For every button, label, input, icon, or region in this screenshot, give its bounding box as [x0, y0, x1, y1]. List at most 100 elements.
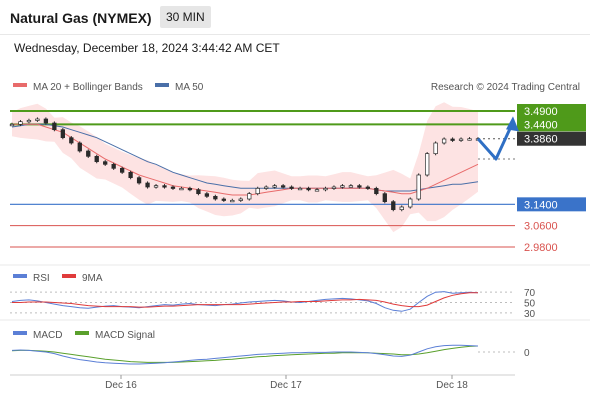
- rsi-line: [11, 291, 479, 312]
- candle-body: [153, 185, 159, 188]
- rsi-ma-line: [12, 292, 478, 308]
- candle-body: [170, 186, 176, 189]
- chart-datetime: Wednesday, December 18, 2024 3:44:42 AM …: [14, 41, 280, 55]
- level-tag-resistance: [517, 104, 586, 118]
- candle-body: [306, 187, 311, 191]
- candle-body: [60, 129, 65, 139]
- candle-body: [145, 182, 150, 188]
- candle-body: [374, 187, 379, 195]
- candle-body: [204, 193, 210, 197]
- candle-body: [247, 193, 252, 200]
- candle-body: [297, 187, 303, 191]
- candle-body: [187, 187, 193, 191]
- candle-body: [52, 122, 57, 131]
- candle-body: [408, 198, 413, 208]
- candle-body: [450, 138, 455, 141]
- candle-body: [323, 187, 328, 191]
- macd-legend-swatch: [13, 331, 27, 335]
- candle-body: [43, 118, 49, 124]
- candle-body: [238, 198, 243, 201]
- rsi-legend-swatch: [13, 274, 27, 278]
- x-axis: Dec 16 Dec 17 Dec 18: [105, 375, 468, 391]
- level-tag-resistance: [517, 117, 586, 132]
- candle-body: [77, 142, 82, 152]
- candle-body: [94, 155, 99, 163]
- candle-body: [213, 195, 218, 200]
- candle-body: [399, 206, 404, 211]
- projection-arrow-head: [506, 116, 519, 132]
- candle-body: [391, 201, 396, 211]
- candle-body: [69, 137, 74, 144]
- candle-body: [162, 185, 167, 188]
- level-tag-last: [517, 131, 586, 146]
- candle-body: [467, 138, 472, 141]
- ma20-legend-swatch: [13, 83, 27, 87]
- candle-body: [119, 167, 125, 173]
- x-tick-label: Dec 18: [436, 380, 468, 391]
- ma50-legend-label: MA 50: [175, 82, 204, 93]
- candle-body: [221, 198, 226, 201]
- candle-body: [280, 185, 286, 188]
- rsi-tick-label: 50: [524, 299, 536, 310]
- candle-body: [331, 186, 337, 189]
- candle-body: [255, 187, 260, 195]
- macd-signal-legend-label: MACD Signal: [95, 330, 155, 341]
- x-tick-label: Dec 16: [105, 380, 137, 391]
- level-label-resistance: 3.4400: [524, 119, 558, 131]
- rsi-tick-label: 70: [524, 288, 536, 299]
- level-label-resistance: 3.4900: [524, 106, 558, 118]
- candle-body: [35, 118, 40, 121]
- credit-label: Research © 2024 Trading Central: [431, 82, 580, 93]
- candle-body: [365, 186, 371, 189]
- ma50-legend-swatch: [155, 83, 169, 87]
- candle-body: [425, 153, 430, 176]
- candle-body: [9, 123, 15, 127]
- candle-body: [289, 186, 294, 189]
- candle-body: [458, 138, 464, 141]
- macd-legend-label: MACD: [33, 330, 62, 341]
- timeframe-button[interactable]: 30 MIN: [160, 6, 211, 28]
- candle-body: [136, 177, 142, 184]
- header-divider: [0, 34, 590, 35]
- candle-body: [230, 199, 235, 203]
- candle-body: [179, 187, 184, 191]
- candle-body: [340, 185, 345, 188]
- candle-body: [433, 142, 438, 155]
- rsi-ma-legend-swatch: [62, 274, 76, 278]
- instrument-title: Natural Gas (NYMEX): [10, 10, 152, 26]
- level-label-target: 3.0600: [524, 221, 558, 233]
- rsi-tick-label: 30: [524, 309, 536, 320]
- ma50-line: [11, 123, 479, 192]
- macd-panel: 0: [11, 344, 530, 365]
- candle-body: [272, 185, 277, 188]
- chart-header: Natural Gas (NYMEX) 30 MIN: [0, 0, 590, 36]
- macd-signal-line: [11, 345, 479, 363]
- macd-tick-label: 0: [524, 348, 530, 359]
- projection-arrow-line: [476, 123, 514, 161]
- candle-body: [111, 163, 116, 169]
- candle-body: [18, 121, 23, 125]
- candle-body: [382, 193, 387, 203]
- candle-body: [416, 174, 421, 200]
- level-label-support: 3.1400: [524, 199, 558, 211]
- bollinger-band-area: [12, 102, 478, 233]
- level-tag-support: [517, 197, 586, 212]
- candle-body: [196, 189, 201, 195]
- candle-body: [441, 138, 447, 144]
- rsi-legend-label: RSI: [33, 273, 50, 284]
- candle-body: [357, 185, 362, 188]
- candle-body: [103, 161, 108, 165]
- macd-line: [11, 344, 479, 365]
- x-tick-label: Dec 17: [270, 380, 302, 391]
- rsi-ma-legend-label: 9MA: [82, 273, 103, 284]
- candle-body: [264, 186, 269, 189]
- ma20-legend-label: MA 20 + Bollinger Bands: [33, 82, 143, 93]
- candle-body: [128, 171, 133, 179]
- ma20-line: [12, 123, 479, 196]
- candle-body: [26, 119, 32, 123]
- level-label-target: 2.9800: [524, 242, 558, 254]
- level-label-last: 3.3860: [524, 134, 558, 146]
